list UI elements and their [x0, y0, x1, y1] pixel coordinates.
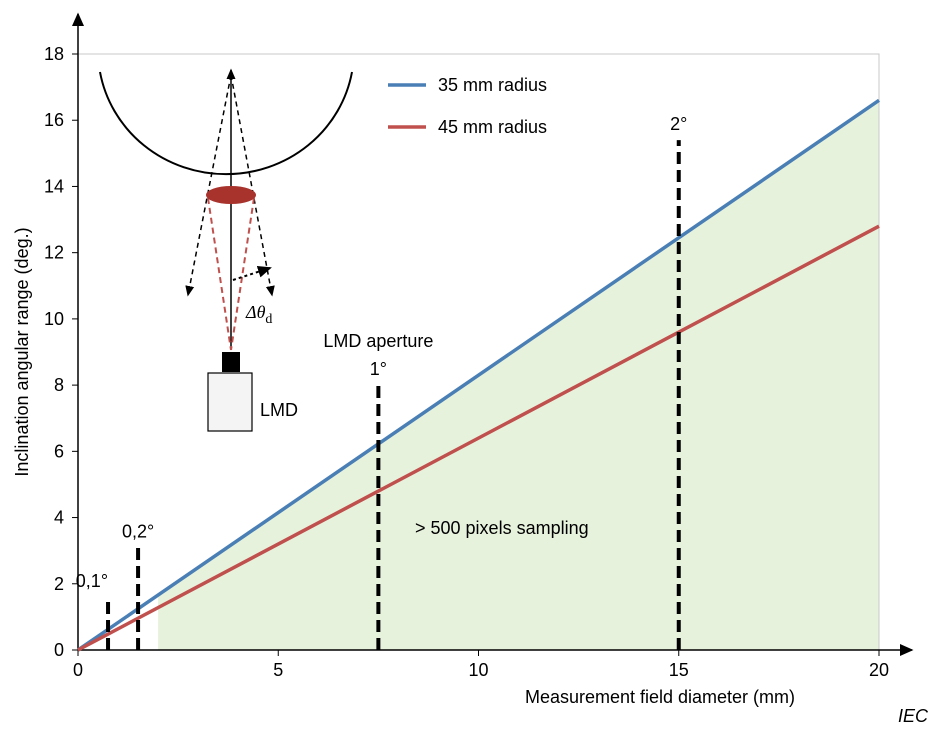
marker-label: 2°: [670, 114, 687, 134]
x-axis-label: Measurement field diameter (mm): [525, 687, 795, 707]
y-tick-label: 0: [54, 640, 64, 660]
angle-label: Δθd: [245, 302, 272, 327]
series-line: [77, 224, 880, 652]
y-tick-label: 2: [54, 574, 64, 594]
plot-area: 0 5 10 15 20 0 2 4 6 8 10 12 14 16 18 35 mm radius 45 mm…: [44, 12, 914, 680]
x-tick-label: 5: [273, 660, 283, 680]
y-tick-label: 18: [44, 44, 64, 64]
lmd-box: [207, 372, 253, 432]
credit: IEC: [898, 706, 929, 726]
spot: [206, 186, 256, 204]
y-tick-label: 16: [44, 110, 64, 130]
x-tick-label: 15: [669, 660, 689, 680]
device-label: LMD: [260, 400, 298, 420]
ray: [185, 74, 232, 297]
y-tick-label: 8: [54, 375, 64, 395]
y-tick-label: 10: [44, 309, 64, 329]
x-tick-label: 0: [73, 660, 83, 680]
legend-label: 45 mm radius: [438, 117, 547, 137]
angle-arrow: [232, 265, 272, 281]
x-tick-label: 10: [468, 660, 488, 680]
x-tick-label: 20: [869, 660, 889, 680]
angle-subscript: d: [265, 312, 272, 327]
sphere-arc: [99, 71, 353, 176]
series-line: [77, 98, 880, 652]
aperture-title: LMD aperture: [323, 331, 433, 351]
ray: [230, 197, 255, 351]
marker-label: 1°: [370, 359, 387, 379]
y-tick-label: 14: [44, 176, 64, 196]
y-tick-label: 4: [54, 508, 64, 528]
ray: [230, 74, 275, 297]
y-tick-label: 12: [44, 243, 64, 263]
diagram: LMD Δθd: [99, 68, 353, 432]
sampling-annotation: > 500 pixels sampling: [415, 518, 589, 538]
shaded-region: [158, 100, 880, 651]
y-tick-label: 6: [54, 441, 64, 461]
ray: [207, 197, 232, 351]
y-axis-label: Inclination angular range (deg.): [12, 227, 32, 476]
marker-label: 0,1°: [76, 571, 108, 591]
marker-label: 0,2°: [122, 521, 154, 541]
angle-symbol: Δθ: [245, 302, 266, 322]
legend-label: 35 mm radius: [438, 75, 547, 95]
lens: [222, 352, 240, 372]
